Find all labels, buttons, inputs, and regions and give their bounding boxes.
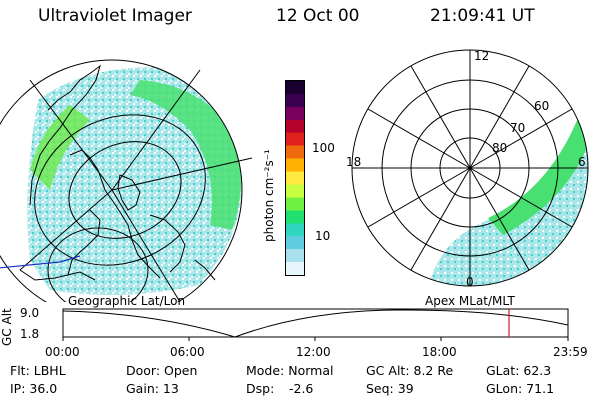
- intensity-colorbar: [285, 80, 305, 276]
- observation-time: 21:09:41 UT: [430, 6, 535, 26]
- polar-mlt-plot: 12 18 6 0 60 70 80: [346, 49, 589, 289]
- x-tick-1800: 18:00: [422, 345, 457, 359]
- x-tick-0000: 00:00: [45, 345, 80, 359]
- gc-alt-axis-label: GC Alt: [0, 308, 14, 346]
- glat-value: GLat: 62.3: [486, 363, 552, 378]
- x-tick-1200: 12:00: [296, 345, 331, 359]
- lat-lon-grid: [0, 59, 253, 302]
- apex-label: Apex MLat/MLT: [425, 294, 515, 308]
- geographic-label: Geographic Lat/Lon: [68, 294, 186, 308]
- mlat-label-70: 70: [510, 121, 525, 135]
- colorbar-tick-100: 100: [312, 141, 335, 155]
- mlt-label-12: 12: [474, 49, 489, 63]
- aurora-emission-field: [27, 67, 242, 295]
- polar-grid: [351, 49, 589, 287]
- mlat-label-80: 80: [492, 141, 507, 155]
- sequence-value: Seq: 39: [366, 381, 414, 396]
- mlt-label-18: 18: [346, 155, 361, 169]
- ip-value: IP: 36.0: [10, 381, 58, 396]
- x-tick-2359: 23:59: [553, 345, 588, 359]
- glon-value: GLon: 71.1: [486, 381, 555, 396]
- gain-value: Gain: 13: [126, 381, 179, 396]
- altitude-curve: [62, 309, 569, 338]
- observation-date: 12 Oct 00: [276, 6, 360, 26]
- dsp-value: -2.6: [289, 381, 314, 396]
- geographic-projection-image: [0, 59, 253, 302]
- mlt-label-0: 0: [466, 275, 474, 289]
- mode-value: Mode: Normal: [246, 363, 334, 378]
- filter-value: Flt: LBHL: [10, 363, 66, 378]
- x-tick-0600: 06:00: [170, 345, 205, 359]
- app-title: Ultraviolet Imager: [38, 6, 192, 26]
- mlat-label-60: 60: [534, 99, 549, 113]
- dsp-label: Dsp:: [246, 381, 275, 396]
- y-tick-9: 9.0: [20, 306, 40, 320]
- gc-alt-value: GC Alt: 8.2 Re: [366, 363, 454, 378]
- mlt-label-6: 6: [578, 155, 586, 169]
- coastline-map: [19, 64, 216, 281]
- colorbar-unit-label: photon cm⁻²s⁻¹: [262, 149, 276, 242]
- altitude-timeline-plot: [62, 308, 569, 341]
- y-tick-1-8: 1.8: [20, 327, 40, 341]
- colorbar-tick-10: 10: [315, 229, 331, 243]
- door-status: Door: Open: [126, 363, 198, 378]
- satellite-track-line: [0, 255, 81, 269]
- auroral-oval: [428, 118, 588, 286]
